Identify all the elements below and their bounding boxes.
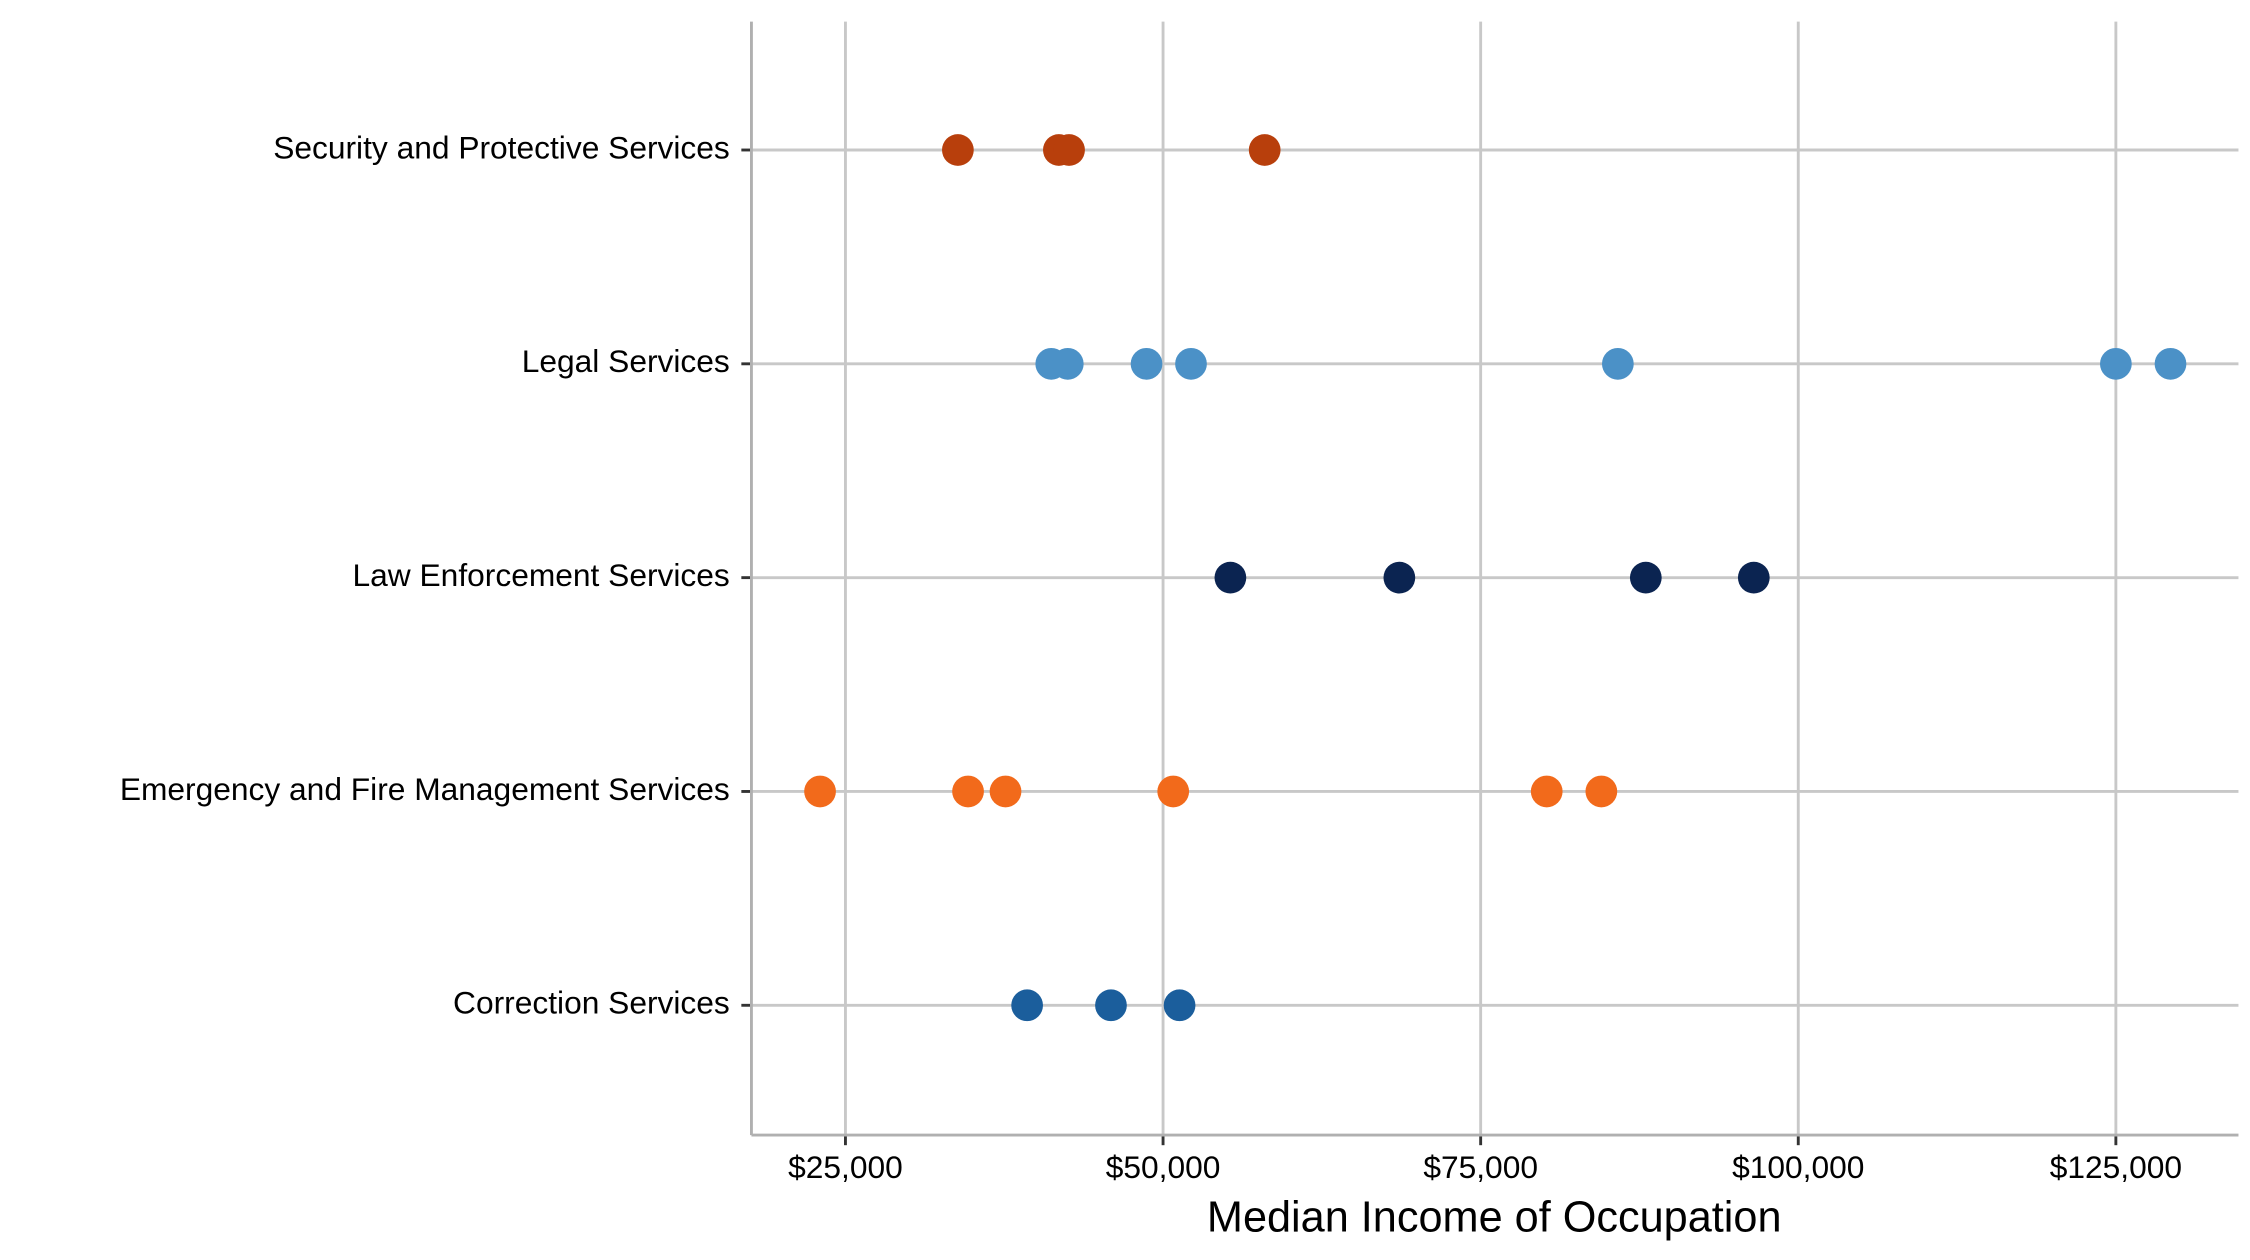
dot	[1383, 561, 1416, 594]
dot	[1051, 347, 1084, 380]
x-axis-title: Median Income of Occupation	[1207, 1194, 1782, 1242]
dot	[1175, 347, 1207, 380]
x-tick-label: $75,000	[1423, 1149, 1538, 1185]
dot	[1248, 134, 1281, 166]
dot	[1585, 775, 1618, 808]
dot	[804, 775, 836, 808]
dot	[942, 134, 974, 166]
dot	[1011, 989, 1043, 1022]
dot	[1737, 561, 1770, 594]
dot	[1157, 775, 1190, 808]
dot	[1601, 347, 1634, 380]
dot	[952, 775, 984, 808]
dot	[2154, 347, 2187, 380]
x-tick-label: $25,000	[788, 1149, 903, 1185]
dot	[1530, 775, 1563, 808]
dot	[1130, 347, 1163, 380]
dot	[989, 775, 1022, 808]
y-tick-label: Legal Services	[522, 343, 730, 379]
x-tick-label: $125,000	[2050, 1149, 2182, 1185]
x-tick-label: $100,000	[1732, 1149, 1864, 1185]
y-tick-label: Correction Services	[453, 985, 730, 1021]
dot	[1095, 989, 1127, 1022]
x-tick-label: $50,000	[1106, 1149, 1221, 1185]
dot	[1214, 561, 1247, 594]
dot	[1163, 989, 1196, 1022]
dot	[1629, 561, 1662, 594]
y-tick-label: Security and Protective Services	[273, 129, 730, 165]
dot	[1053, 134, 1085, 166]
y-tick-label: Emergency and Fire Management Services	[120, 771, 730, 807]
y-tick-label: Law Enforcement Services	[353, 557, 730, 593]
dot	[2100, 347, 2132, 380]
